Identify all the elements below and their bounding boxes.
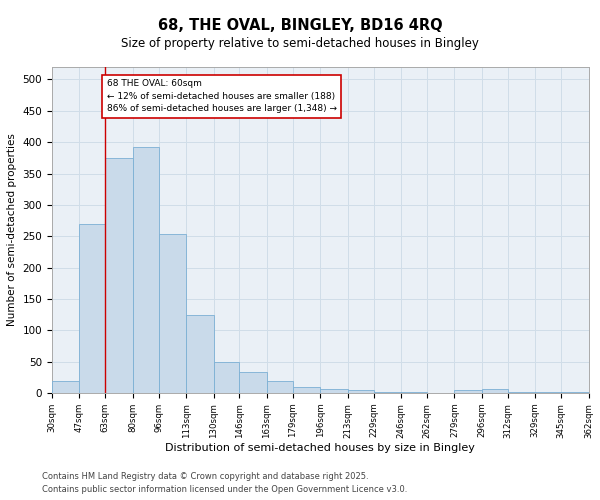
Text: 68, THE OVAL, BINGLEY, BD16 4RQ: 68, THE OVAL, BINGLEY, BD16 4RQ (158, 18, 442, 32)
X-axis label: Distribution of semi-detached houses by size in Bingley: Distribution of semi-detached houses by … (166, 443, 475, 453)
Bar (482, 388, 508, 393)
Bar (508, 392, 535, 393)
Bar (535, 392, 561, 393)
Bar (106, 158, 133, 393)
Bar (374, 392, 401, 393)
Bar (52, 381, 79, 393)
Bar (239, 372, 267, 393)
Bar (320, 389, 348, 393)
Bar (267, 381, 293, 393)
Bar (214, 362, 239, 393)
Bar (293, 388, 320, 393)
Bar (561, 392, 589, 393)
Text: Contains HM Land Registry data © Crown copyright and database right 2025.: Contains HM Land Registry data © Crown c… (42, 472, 368, 481)
Bar (133, 146, 158, 393)
Y-axis label: Number of semi-detached properties: Number of semi-detached properties (7, 134, 17, 326)
Bar (186, 315, 214, 393)
Bar (79, 224, 106, 393)
Text: 68 THE OVAL: 60sqm
← 12% of semi-detached houses are smaller (188)
86% of semi-d: 68 THE OVAL: 60sqm ← 12% of semi-detache… (107, 80, 337, 114)
Text: Contains public sector information licensed under the Open Government Licence v3: Contains public sector information licen… (42, 485, 407, 494)
Bar (348, 390, 374, 393)
Bar (401, 392, 427, 393)
Text: Size of property relative to semi-detached houses in Bingley: Size of property relative to semi-detach… (121, 38, 479, 51)
Bar (158, 234, 186, 393)
Bar (454, 390, 482, 393)
